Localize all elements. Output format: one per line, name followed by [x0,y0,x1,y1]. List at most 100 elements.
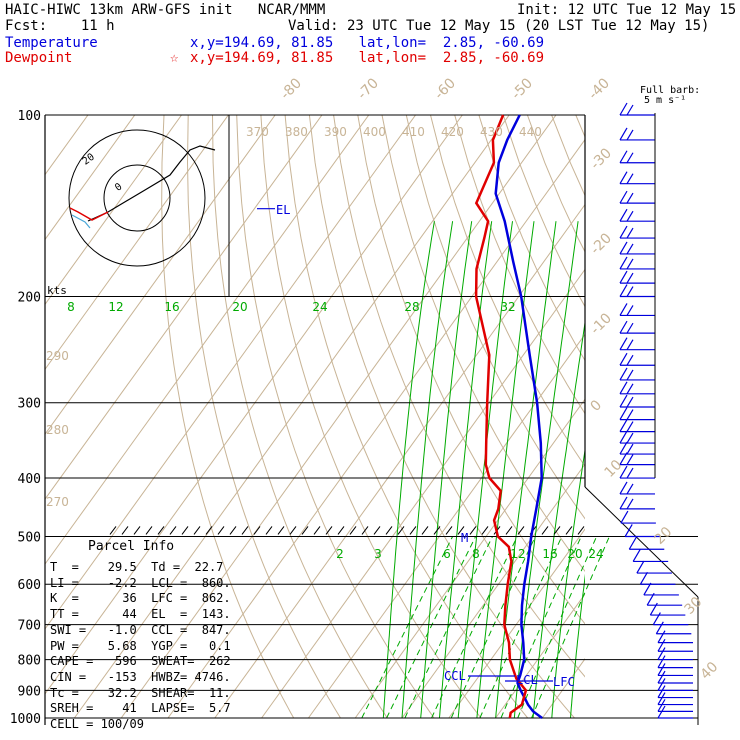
wind-barb-flag [619,337,628,350]
wind-barb-flag [626,210,634,222]
wind-barb-flag [626,498,634,510]
hatch-mark [505,526,513,535]
moist-adiabat-line [401,221,454,719]
pressure-tick-label: 900 [18,684,41,699]
wind-barb-flag [655,621,664,635]
chart-background [45,115,740,719]
temperature-line [494,114,543,720]
wind-barb-flag [626,443,634,455]
isotherm-line [45,115,229,371]
wind-barb-flag [619,208,628,222]
mixing-ratio-line [386,536,477,719]
lfc-label: LFC [553,675,575,689]
parcel-info-row: T = 29.5 Td = 22.7 [50,560,224,574]
wind-barb-flag [626,396,634,408]
wind-barb-flag [619,270,628,284]
theta-label: 400 [363,125,386,139]
wind-barb-flag [639,571,648,585]
pressure-tick-label: 300 [18,397,41,412]
wind-barb-flag [619,127,628,141]
wind-barb-flag [657,678,666,691]
wind-barb-flag [626,409,634,420]
wind-barb-flag [626,272,634,284]
dewpoint-line [474,114,528,719]
mixing-ratio-label: 2 [336,547,344,561]
mixing-ratio-label: 8 [67,300,75,314]
parcel-info-row: CELL = 100/09 [50,717,144,731]
barb-legend-title: Full barb: [640,85,701,96]
hatch-mark [361,526,369,535]
dry-adiabat-line [260,115,482,719]
wind-barb-flag [619,496,628,510]
parcel-info-row: K = 36 LFC = 862. [50,591,231,606]
hatch-mark [301,526,309,535]
dry-adiabat-line [357,115,585,625]
wind-barb-flag [626,322,634,334]
wind-barb-flag [624,524,633,537]
hodograph-trace-surface [71,214,91,229]
pressure-tick-label: 700 [18,619,41,634]
dry-adiabat-line [624,115,740,718]
dry-adiabat-line [161,115,295,719]
mixing-ratio-label: 24 [312,300,327,314]
wind-barb-flag [619,190,628,204]
dry-adiabat-line [649,115,740,718]
hatch-mark [289,526,297,535]
wind-barb-flag [626,421,634,432]
moist-adiabat-line [570,573,585,719]
parcel-info-row: LI = -2.2 LCL = 860. [50,575,231,590]
hatch-mark [421,526,429,535]
moist-adiabat-line [532,319,585,719]
wind-barb-flag [657,699,666,712]
lower-lines [361,536,610,719]
mixing-ratio-label: 16 [164,300,179,314]
dewpoint-marker: ☆ [170,50,179,66]
mixing-ratio-line [479,536,563,719]
pressure-tick-label: 400 [18,472,41,487]
wind-barb-flag [619,481,628,495]
pressure-tick-label: 600 [18,578,41,593]
wind-barb-flag [619,407,628,420]
isotherm-line [45,115,463,695]
isotherm-line [448,528,585,719]
dry-adiabat-line [551,115,585,197]
theta-label: 380 [285,125,308,139]
wind-barb-flag [657,663,666,676]
hatch-mark [229,526,237,535]
wind-barb-flag [643,582,652,596]
wind-barb-flag [620,510,629,524]
hatch-mark [181,526,189,535]
wind-barb-flag [649,602,658,616]
theta-label: 410 [402,125,425,139]
theta-label: 280 [46,423,69,437]
isotherm-line [401,463,585,719]
hodograph-trace-low [69,207,109,221]
hatch-mark [469,526,477,535]
wind-barb-flag [626,305,634,316]
mixing-ratio-label: 12 [108,300,123,314]
pressure-tick-label: 500 [18,530,41,545]
hatch-mark [157,526,165,535]
mixing-ratio-label: 24 [588,547,603,561]
isotherm-label: -40 [586,75,613,102]
mixing-ratio-label: 6 [443,547,451,561]
isotherm-label: 0 [588,397,606,415]
hatch-mark [109,526,117,535]
wind-barb-flag [646,592,655,606]
wind-barb-flag [619,430,628,444]
dry-adiabat-line [381,115,585,572]
el-label: EL [276,203,291,217]
wind-barb-flag [626,467,634,479]
wind-barb-flag [619,256,628,270]
hatch-mark [121,526,129,535]
wind-barb-flag [619,303,628,316]
wind-barb-flag [628,536,637,550]
isotherm-line [495,593,585,719]
mixing-ratio-label: 32 [500,300,515,314]
hatch-mark [193,526,201,535]
wind-barb-flag [657,705,666,719]
mixing-ratio-line [404,536,493,719]
parcel-info-row: SWI = -1.0 CCL = 847. [50,622,231,637]
isotherm-line [214,203,585,719]
wind-barb-flag [632,549,641,562]
